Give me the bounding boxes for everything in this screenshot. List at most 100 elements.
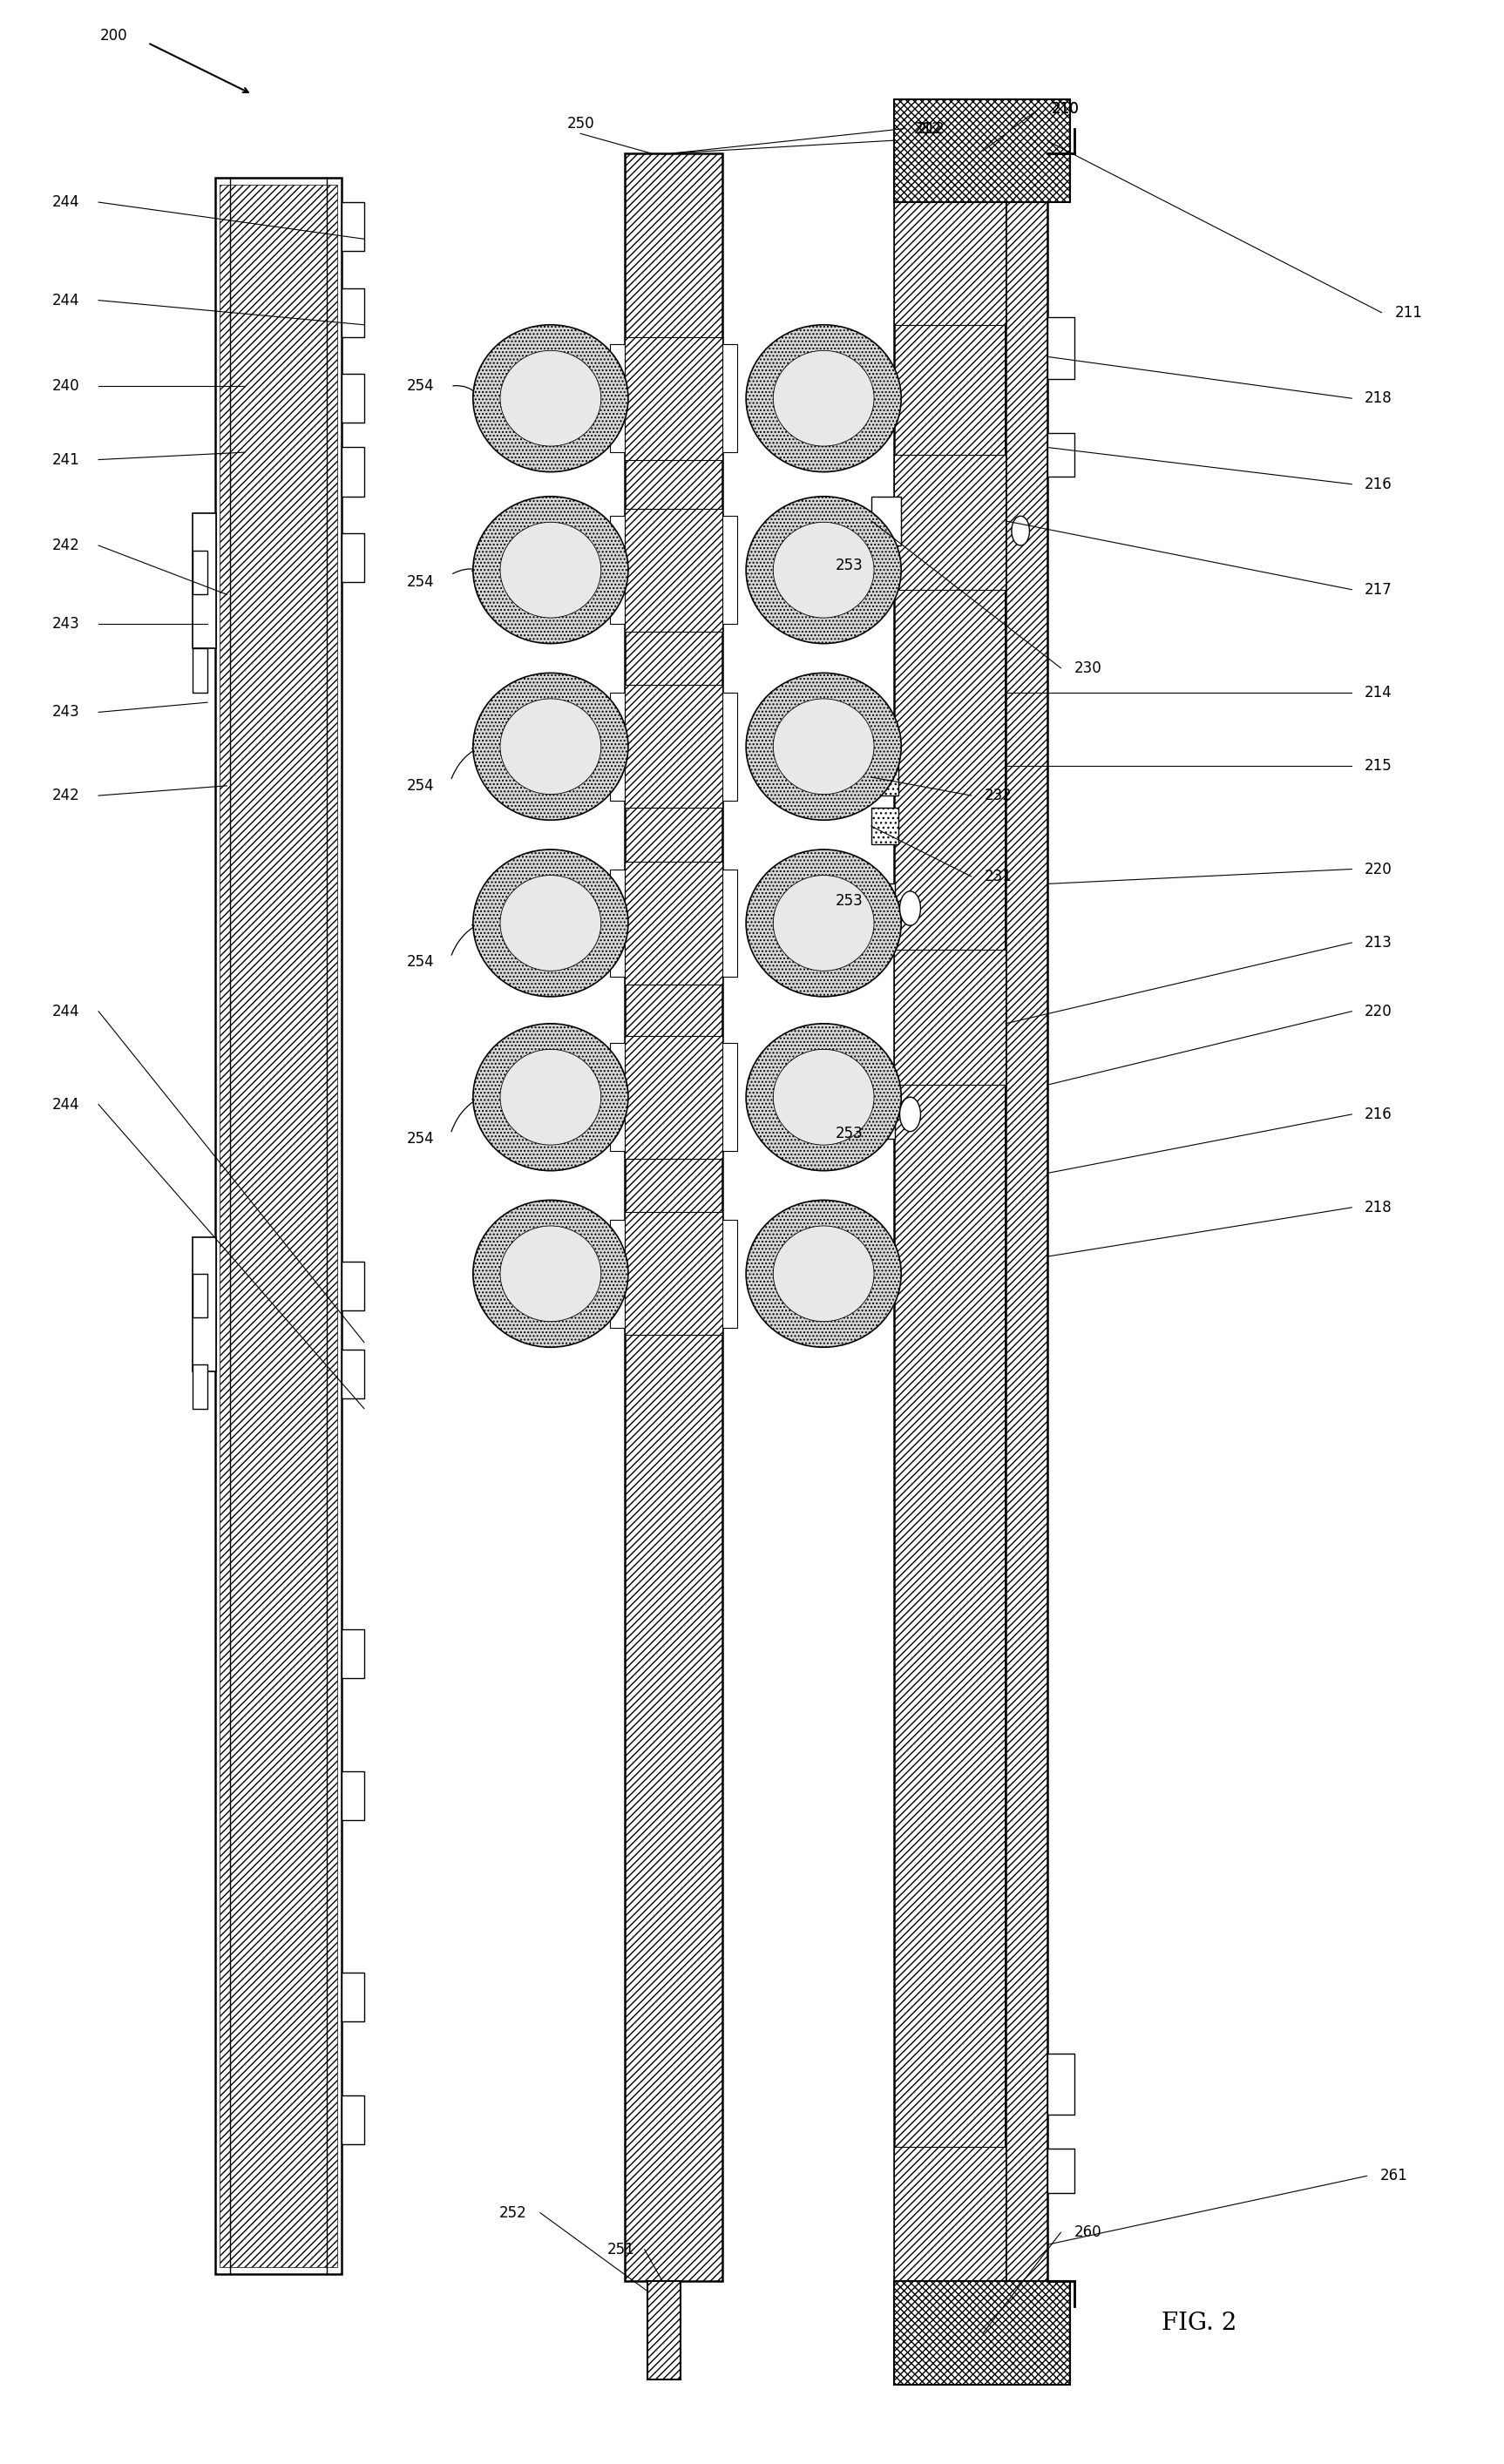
Text: 244: 244 xyxy=(53,1096,80,1111)
Bar xyxy=(626,685,722,808)
Text: 254: 254 xyxy=(408,379,435,394)
Bar xyxy=(1047,2149,1074,2193)
Text: 242: 242 xyxy=(53,788,80,803)
Bar xyxy=(341,202,364,251)
Ellipse shape xyxy=(746,1200,901,1348)
Text: 253: 253 xyxy=(835,557,863,574)
Bar xyxy=(722,1220,737,1328)
Ellipse shape xyxy=(474,495,629,643)
Ellipse shape xyxy=(474,325,629,473)
Bar xyxy=(1047,434,1074,478)
Ellipse shape xyxy=(501,700,602,793)
Text: 218: 218 xyxy=(1364,1200,1393,1215)
Bar xyxy=(626,1035,722,1158)
Text: 244: 244 xyxy=(53,293,80,308)
Text: 212: 212 xyxy=(917,121,945,136)
Ellipse shape xyxy=(746,673,901,821)
Bar xyxy=(871,495,901,545)
Text: 210: 210 xyxy=(1051,101,1080,116)
Ellipse shape xyxy=(501,1050,602,1146)
Ellipse shape xyxy=(773,522,874,618)
Bar xyxy=(611,1042,626,1151)
Text: 218: 218 xyxy=(1364,389,1393,407)
Text: 252: 252 xyxy=(499,2205,526,2220)
Text: 200: 200 xyxy=(99,27,128,44)
Bar xyxy=(1006,153,1047,2282)
Bar xyxy=(626,862,722,983)
Text: 211: 211 xyxy=(1394,306,1423,320)
Ellipse shape xyxy=(474,850,629,995)
Bar xyxy=(341,532,364,582)
Ellipse shape xyxy=(773,875,874,971)
Bar xyxy=(1047,2053,1074,2114)
Text: 243: 243 xyxy=(53,616,80,631)
Bar xyxy=(722,692,737,801)
Bar xyxy=(893,153,1006,2282)
Bar xyxy=(871,1089,895,1138)
Text: 241: 241 xyxy=(53,451,80,468)
Ellipse shape xyxy=(773,350,874,446)
Bar xyxy=(722,515,737,623)
Bar xyxy=(193,1274,208,1318)
Bar xyxy=(611,692,626,801)
Ellipse shape xyxy=(501,1227,602,1321)
Text: 214: 214 xyxy=(1364,685,1393,700)
Text: 217: 217 xyxy=(1364,582,1393,596)
Circle shape xyxy=(899,1096,920,1131)
Ellipse shape xyxy=(746,1023,901,1170)
Bar xyxy=(193,648,208,692)
Bar xyxy=(611,1220,626,1328)
Bar xyxy=(626,508,722,631)
Bar xyxy=(341,288,364,338)
Text: FIG. 2: FIG. 2 xyxy=(1163,2311,1238,2336)
Text: 242: 242 xyxy=(53,537,80,554)
Ellipse shape xyxy=(474,673,629,821)
Text: 220: 220 xyxy=(1364,862,1393,877)
Bar xyxy=(1047,318,1074,379)
Bar xyxy=(341,2094,364,2144)
Circle shape xyxy=(899,892,920,926)
Ellipse shape xyxy=(746,325,901,473)
Text: 244: 244 xyxy=(53,1003,80,1020)
Bar xyxy=(893,456,1006,589)
Ellipse shape xyxy=(474,1200,629,1348)
Bar xyxy=(722,345,737,453)
Bar xyxy=(871,885,895,934)
Text: 210: 210 xyxy=(1051,101,1080,116)
Bar xyxy=(341,375,364,424)
Text: 232: 232 xyxy=(984,788,1012,803)
Ellipse shape xyxy=(501,522,602,618)
Ellipse shape xyxy=(501,350,602,446)
Text: 250: 250 xyxy=(567,116,594,131)
Text: 231: 231 xyxy=(984,870,1012,885)
Bar xyxy=(341,1350,364,1400)
Bar xyxy=(341,1974,364,2020)
Bar xyxy=(611,870,626,978)
Text: 253: 253 xyxy=(835,1126,863,1141)
Text: 261: 261 xyxy=(1379,2168,1408,2183)
Bar xyxy=(648,2282,680,2380)
Ellipse shape xyxy=(746,850,901,995)
Text: 230: 230 xyxy=(1074,660,1101,675)
Circle shape xyxy=(1012,515,1030,545)
Bar xyxy=(722,1042,737,1151)
Bar xyxy=(626,1212,722,1335)
Bar xyxy=(611,345,626,453)
Text: 216: 216 xyxy=(1364,1106,1393,1121)
Text: 260: 260 xyxy=(1074,2225,1101,2240)
Ellipse shape xyxy=(773,1227,874,1321)
Bar xyxy=(341,1772,364,1821)
Bar xyxy=(871,759,898,796)
Bar xyxy=(341,448,364,495)
Bar xyxy=(220,185,337,2267)
Bar xyxy=(893,951,1006,1084)
Text: 254: 254 xyxy=(408,954,435,971)
Bar xyxy=(215,177,341,2274)
Text: 213: 213 xyxy=(1364,934,1393,951)
Bar xyxy=(193,1365,208,1409)
Bar xyxy=(893,99,1069,202)
Ellipse shape xyxy=(474,1023,629,1170)
Ellipse shape xyxy=(773,700,874,793)
Ellipse shape xyxy=(501,875,602,971)
Text: 254: 254 xyxy=(408,779,435,793)
